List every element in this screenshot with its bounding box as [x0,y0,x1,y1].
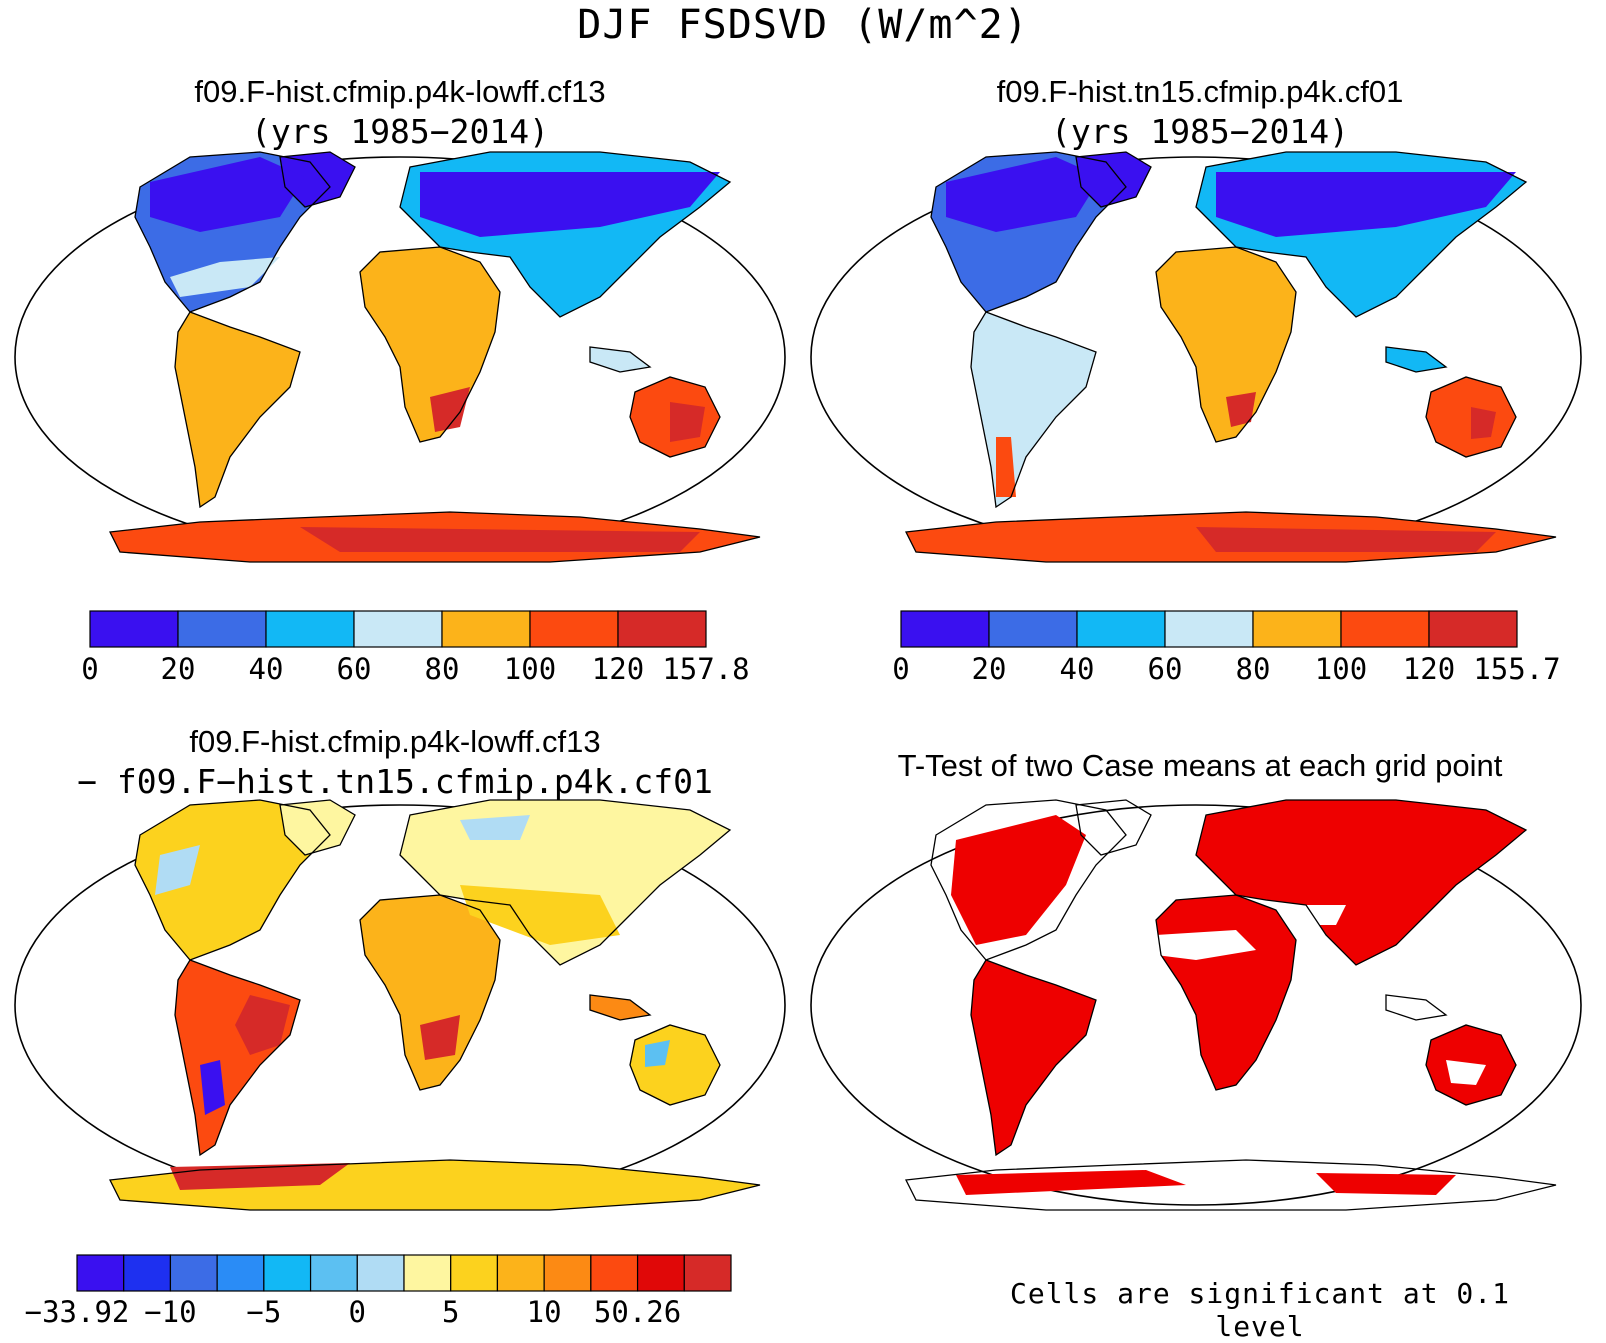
panel-ttest-title-line1: T-Test of two Case means at each grid po… [897,748,1503,783]
colorbar-tick-label: 157.8 [662,652,749,686]
colorbar-swatch [1428,610,1518,648]
colorbar-swatch [496,1254,545,1292]
figure-title: DJF FSDSVD (W/m^2) [577,2,1029,48]
map-ttest [810,800,1582,1206]
panel-case1-title: f09.F-hist.cfmip.p4k-lowff.cf13 (yrs 198… [90,72,710,152]
colorbar-swatch [353,610,443,648]
panel-case2-title-line2: (yrs 1985−2014) [1050,112,1349,151]
colorbar-swatch [1252,610,1342,648]
colorbar-tick-label: 80 [425,652,460,686]
colorbar-swatch [529,610,619,648]
map-diff [14,800,786,1210]
colorbar-swatch [441,610,531,648]
colorbar-swatch [900,610,990,648]
colorbar-swatch [683,1254,732,1292]
colorbar-swatch [403,1254,452,1292]
panel-diff-title-line1: f09.F-hist.cfmip.p4k-lowff.cf13 [189,724,601,759]
colorbar-swatch [617,610,707,648]
colorbar-tick-label: 60 [1148,652,1183,686]
panel-case1-title-line2: (yrs 1985−2014) [250,112,549,151]
panel-diff-title: f09.F-hist.cfmip.p4k-lowff.cf13 − f09.F−… [40,722,750,802]
colorbar-tick-label: 80 [1236,652,1271,686]
colorbar-tick-label: 155.7 [1473,652,1560,686]
colorbar-tick-label: 0 [892,652,909,686]
colorbar-swatch [265,610,355,648]
colorbar-tick-label: −5 [246,1295,281,1327]
colorbar-swatch [309,1254,358,1292]
panel-case2-title-line1: f09.F-hist.tn15.cfmip.p4k.cf01 [996,74,1404,109]
colorbar-swatch [169,1254,218,1292]
colorbar-tick-label: 40 [249,652,284,686]
colorbar-swatch [76,1254,125,1292]
colorbar-case1: 0 20 40 60 80 100 120 157.8 [81,610,750,686]
colorbar-swatch [89,610,179,648]
colorbar-tick-label: −10 [144,1295,196,1327]
colorbar-case2: 0 20 40 60 80 100 120 155.7 [892,610,1561,686]
colorbar-swatch [123,1254,172,1292]
colorbar-tick-label: 5 [442,1295,459,1327]
colorbar-swatch [216,1254,265,1292]
colorbar-swatch [263,1254,312,1292]
colorbar-swatch [636,1254,685,1292]
colorbar-swatch [450,1254,499,1292]
map-case1 [14,152,786,562]
panel-ttest-title: T-Test of two Case means at each grid po… [820,746,1580,786]
colorbar-tick-label: 120 [592,652,644,686]
colorbar-swatch [1340,610,1430,648]
colorbar-tick-label: 50.26 [594,1295,681,1327]
colorbar-swatch [1164,610,1254,648]
colorbar-tick-label: 20 [972,652,1007,686]
colorbar-diff: −33.92 −10 −5 0 5 10 50.26 [25,1254,732,1327]
colorbar-swatch [177,610,267,648]
panel-diff-title-line2: − f09.F−hist.tn15.cfmip.p4k.cf01 [77,762,713,801]
colorbar-swatch [590,1254,639,1292]
colorbar-tick-label: 0 [81,652,98,686]
colorbar-tick-label: 120 [1403,652,1455,686]
colorbar-swatch [1076,610,1166,648]
colorbar-tick-label: 40 [1060,652,1095,686]
colorbar-tick-label: −33.92 [25,1295,130,1327]
colorbar-tick-label: 60 [337,652,372,686]
colorbar-swatch [543,1254,592,1292]
colorbar-swatch [988,610,1078,648]
panel-case1-title-line1: f09.F-hist.cfmip.p4k-lowff.cf13 [194,74,606,109]
colorbar-tick-label: 0 [349,1295,366,1327]
colorbar-tick-label: 100 [1315,652,1367,686]
significance-note: Cells are significant at 0.1 level [1009,1277,1510,1343]
panel-case2-title: f09.F-hist.tn15.cfmip.p4k.cf01 (yrs 1985… [890,72,1510,152]
colorbar-tick-label: 20 [161,652,196,686]
map-ttest-significant-cells [951,800,1526,1195]
colorbar-tick-label: 10 [527,1295,562,1327]
map-case2 [810,152,1582,562]
colorbar-swatch [356,1254,405,1292]
colorbar-tick-label: 100 [504,652,556,686]
